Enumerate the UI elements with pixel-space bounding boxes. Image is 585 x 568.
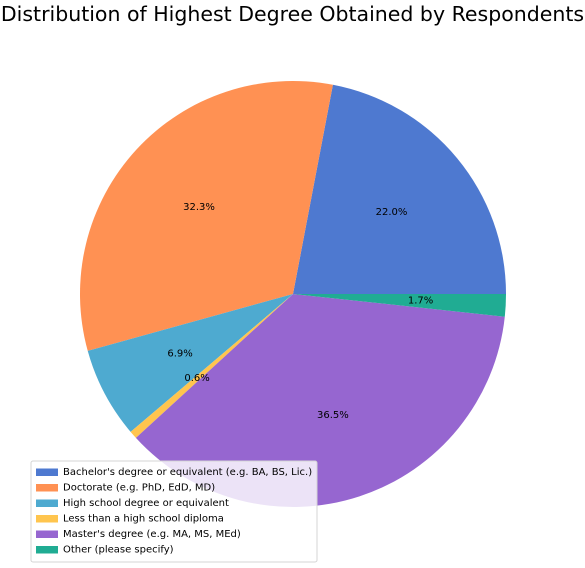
legend-swatch-doctorate-e-g-phd-edd-md xyxy=(36,484,58,492)
legend: Bachelor's degree or equivalent (e.g. BA… xyxy=(30,460,318,563)
pie-slice-less-than-a-high-school-diploma xyxy=(130,294,293,438)
pie-percent-label: 0.6% xyxy=(184,373,209,384)
legend-label-doctorate-e-g-phd-edd-md: Doctorate (e.g. PhD, EdD, MD) xyxy=(63,483,215,494)
legend-label-bachelor-s-degree-or-equivalent-e-g-ba-bs-lic: Bachelor's degree or equivalent (e.g. BA… xyxy=(63,467,312,478)
pie-slices xyxy=(80,80,506,508)
legend-label-master-s-degree-e-g-ma-ms-med: Master's degree (e.g. MA, MS, MEd) xyxy=(63,529,241,540)
pie-slice-master-s-degree-e-g-ma-ms-med xyxy=(135,294,505,508)
legend-frame xyxy=(30,460,318,563)
legend-swatch-master-s-degree-e-g-ma-ms-med xyxy=(36,530,58,538)
pie-percent-labels: 22.0% 32.3% 6.9% 0.6% 36.5% 1.7% xyxy=(167,202,433,421)
legend-swatch-high-school-degree-or-equivalent xyxy=(36,499,58,507)
legend-label-other-please-specify: Other (please specify) xyxy=(63,545,174,556)
legend-label-less-than-a-high-school-diploma: Less than a high school diploma xyxy=(63,514,224,525)
pie-percent-label: 6.9% xyxy=(167,348,192,359)
pie-percent-label: 36.5% xyxy=(317,410,349,421)
pie-slice-high-school-degree-or-equivalent xyxy=(87,294,293,432)
pie-slice-bachelor-s-degree-or-equivalent-e-g-ba-bs-lic xyxy=(293,84,506,295)
pie-percent-label: 1.7% xyxy=(408,295,433,306)
pie-slice-doctorate-e-g-phd-edd-md xyxy=(80,80,333,351)
pie-slice-other-please-specify xyxy=(293,294,506,317)
pie-percent-label: 32.3% xyxy=(183,202,215,213)
chart-title: Distribution of Highest Degree Obtained … xyxy=(0,2,585,26)
legend-swatch-other-please-specify xyxy=(36,546,58,554)
legend-swatch-bachelor-s-degree-or-equivalent-e-g-ba-bs-lic xyxy=(36,468,58,476)
legend-swatch-less-than-a-high-school-diploma xyxy=(36,515,58,523)
legend-label-high-school-degree-or-equivalent: High school degree or equivalent xyxy=(63,498,229,509)
pie-percent-label: 22.0% xyxy=(376,207,408,218)
